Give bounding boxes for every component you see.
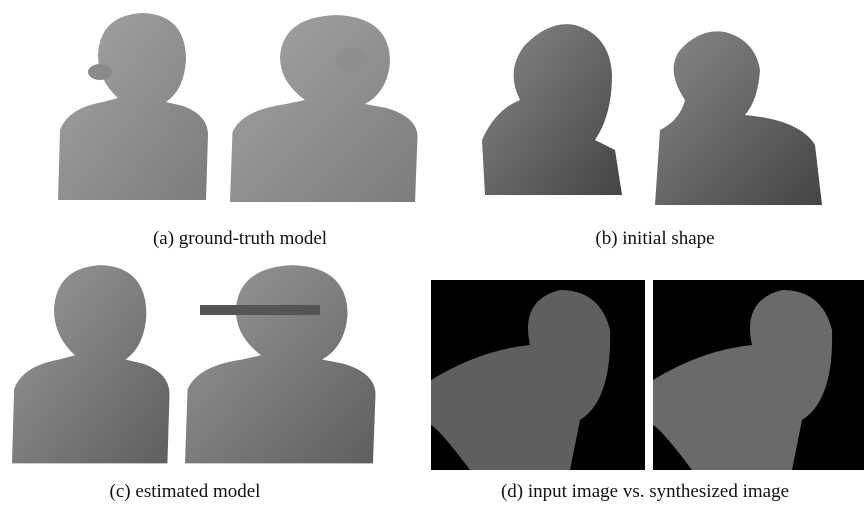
braid bbox=[200, 305, 320, 315]
bust-back bbox=[230, 15, 418, 202]
caption: (a) ground-truth model bbox=[153, 228, 327, 249]
caption: (d) input image vs. synthesized image bbox=[501, 481, 789, 502]
figure: (a) ground-truth model (b) initial shape… bbox=[0, 0, 864, 507]
bust-front bbox=[12, 265, 170, 463]
bust-back bbox=[185, 265, 376, 463]
page: (a) ground-truth model (b) initial shape… bbox=[0, 0, 864, 507]
blob-back bbox=[655, 31, 822, 205]
hair-bun bbox=[88, 64, 112, 80]
panel-b: (b) initial shape bbox=[482, 24, 822, 249]
bust-front bbox=[58, 13, 208, 200]
caption: (b) initial shape bbox=[595, 228, 714, 249]
caption: (c) estimated model bbox=[110, 481, 261, 502]
blob-front bbox=[482, 24, 622, 195]
panel-c: (c) estimated model bbox=[12, 265, 376, 502]
hair-bun bbox=[336, 48, 368, 72]
panel-a: (a) ground-truth model bbox=[58, 13, 418, 249]
panel-d: (d) input image vs. synthesized image bbox=[431, 280, 864, 502]
